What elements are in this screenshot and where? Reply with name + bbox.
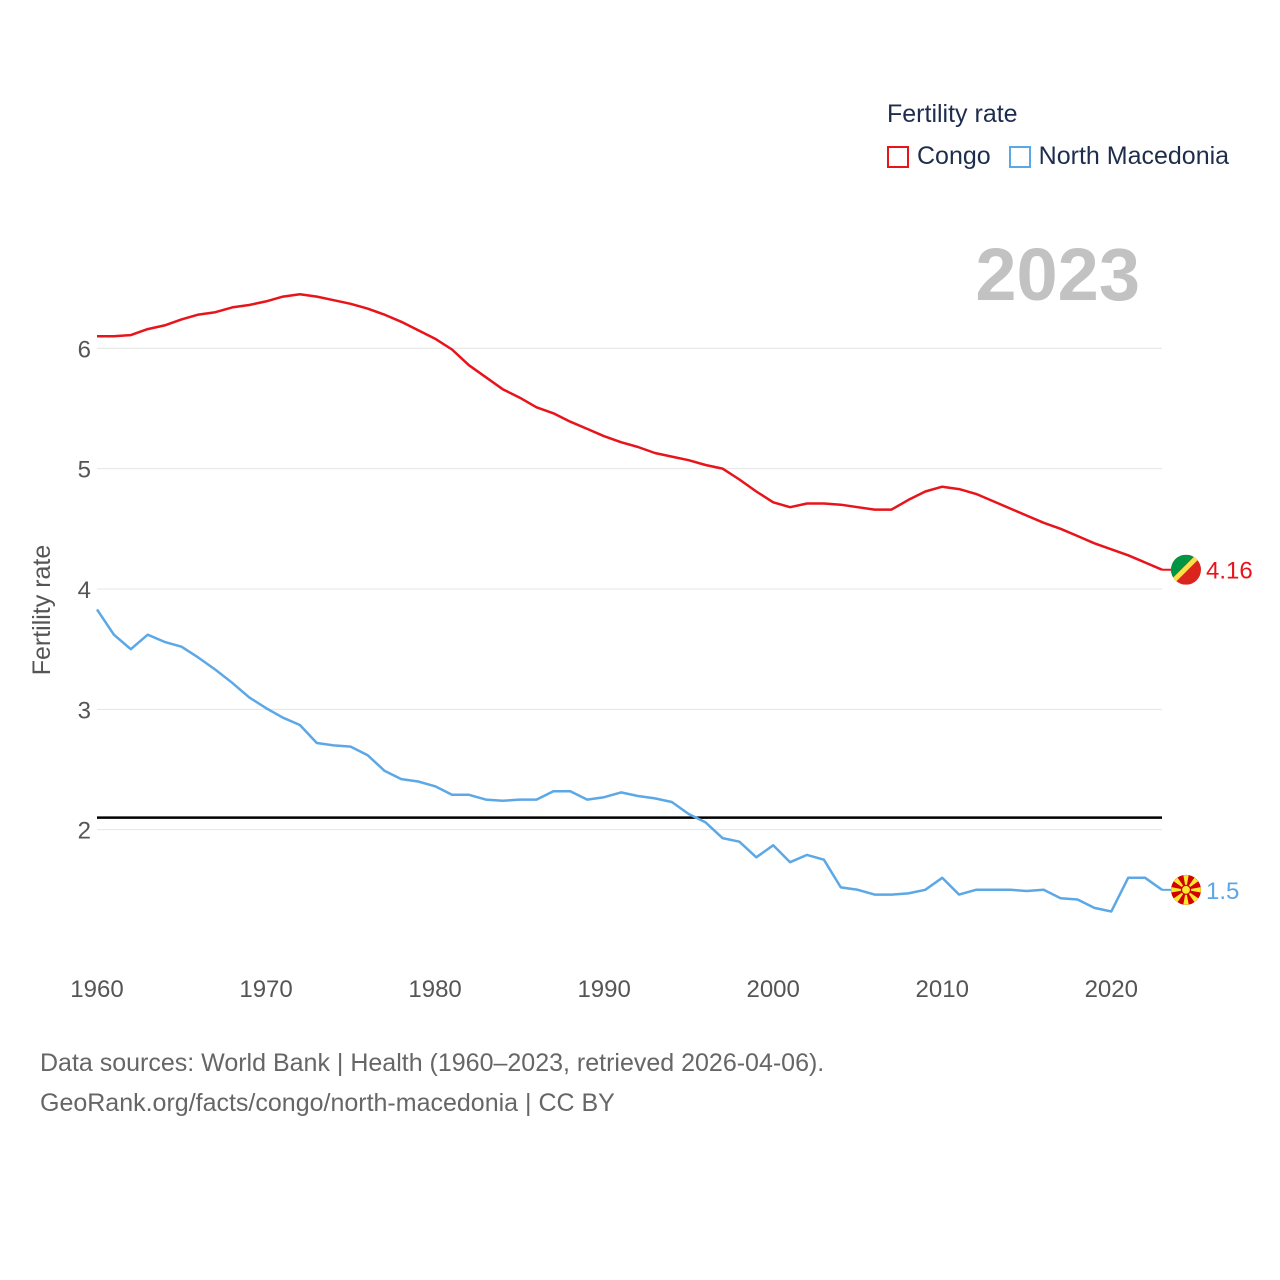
y-tick-label: 5: [78, 457, 91, 484]
north-macedonia-flag-icon: [1171, 874, 1201, 905]
x-tick-label: 1990: [577, 976, 630, 1003]
legend-swatch-north-macedonia: [1008, 145, 1031, 168]
y-tick-label: 3: [78, 697, 91, 724]
y-tick-label: 4: [78, 577, 91, 604]
x-tick-label: 1960: [70, 976, 123, 1003]
legend-label-north-macedonia: North Macedonia: [1038, 142, 1230, 170]
y-tick-label: 2: [78, 818, 91, 845]
legend-item-north-macedonia[interactable]: North Macedonia: [1008, 142, 1230, 171]
series-line-north-macedonia: [95, 608, 1163, 913]
congo-flag-icon: [1171, 554, 1201, 585]
footer: Data sources: World Bank | Health (1960–…: [40, 1043, 824, 1123]
year-watermark: 2023: [975, 233, 1140, 316]
y-axis-label: Fertility rate: [28, 545, 56, 676]
series-line-congo: [97, 292, 1163, 571]
y-tick-label: 6: [78, 336, 91, 363]
x-tick-label: 2010: [916, 976, 969, 1003]
source-link[interactable]: GeoRank.org/facts/congo/north-macedonia …: [40, 1089, 615, 1117]
x-tick-label: 2020: [1085, 976, 1138, 1003]
x-tick-label: 1970: [239, 976, 292, 1003]
end-value-label-north-macedonia: 1.5: [1206, 878, 1239, 905]
legend-item-congo[interactable]: Congo: [887, 142, 991, 171]
legend-label-congo: Congo: [917, 142, 991, 170]
x-tick-label: 2000: [746, 976, 799, 1003]
x-tick-label: 1980: [408, 976, 461, 1003]
legend-title: Fertility rate: [887, 100, 1018, 128]
legend: Congo North Macedonia: [887, 142, 1247, 171]
data-sources-text: Data sources: World Bank | Health (1960–…: [40, 1049, 825, 1077]
end-value-label-congo: 4.16: [1206, 558, 1253, 585]
legend-swatch-congo: [887, 145, 909, 168]
